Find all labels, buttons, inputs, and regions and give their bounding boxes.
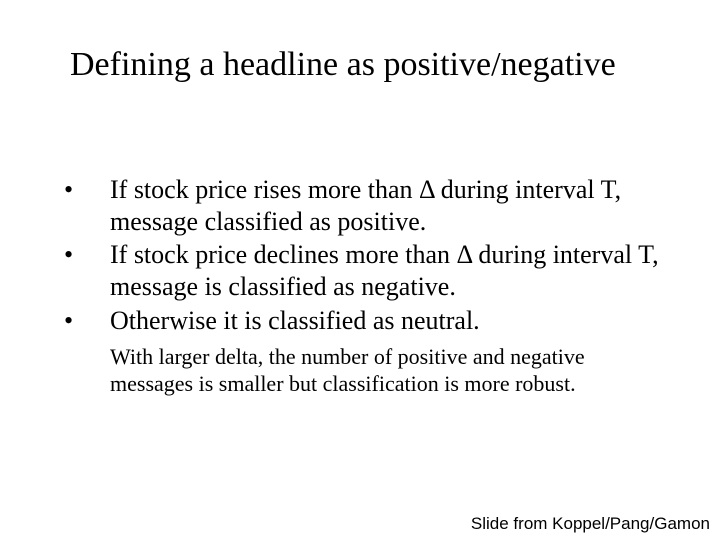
bullet-item: • Otherwise it is classified as neutral.	[54, 305, 670, 337]
bullet-item: • If stock price rises more than Δ durin…	[54, 174, 670, 237]
bullet-item: • If stock price declines more than Δ du…	[54, 239, 670, 302]
bullet-text: If stock price declines more than Δ duri…	[110, 239, 670, 302]
bullet-dot-icon: •	[54, 239, 110, 271]
slide: Defining a headline as positive/negative…	[0, 0, 720, 540]
slide-credit: Slide from Koppel/Pang/Gamon	[471, 514, 710, 534]
bullet-dot-icon: •	[54, 305, 110, 337]
bullet-text: If stock price rises more than Δ during …	[110, 174, 670, 237]
slide-title: Defining a headline as positive/negative	[70, 46, 670, 84]
bullet-dot-icon: •	[54, 174, 110, 206]
bullet-list: • If stock price rises more than Δ durin…	[54, 174, 670, 337]
slide-note: With larger delta, the number of positiv…	[110, 343, 670, 398]
bullet-text: Otherwise it is classified as neutral.	[110, 305, 670, 337]
